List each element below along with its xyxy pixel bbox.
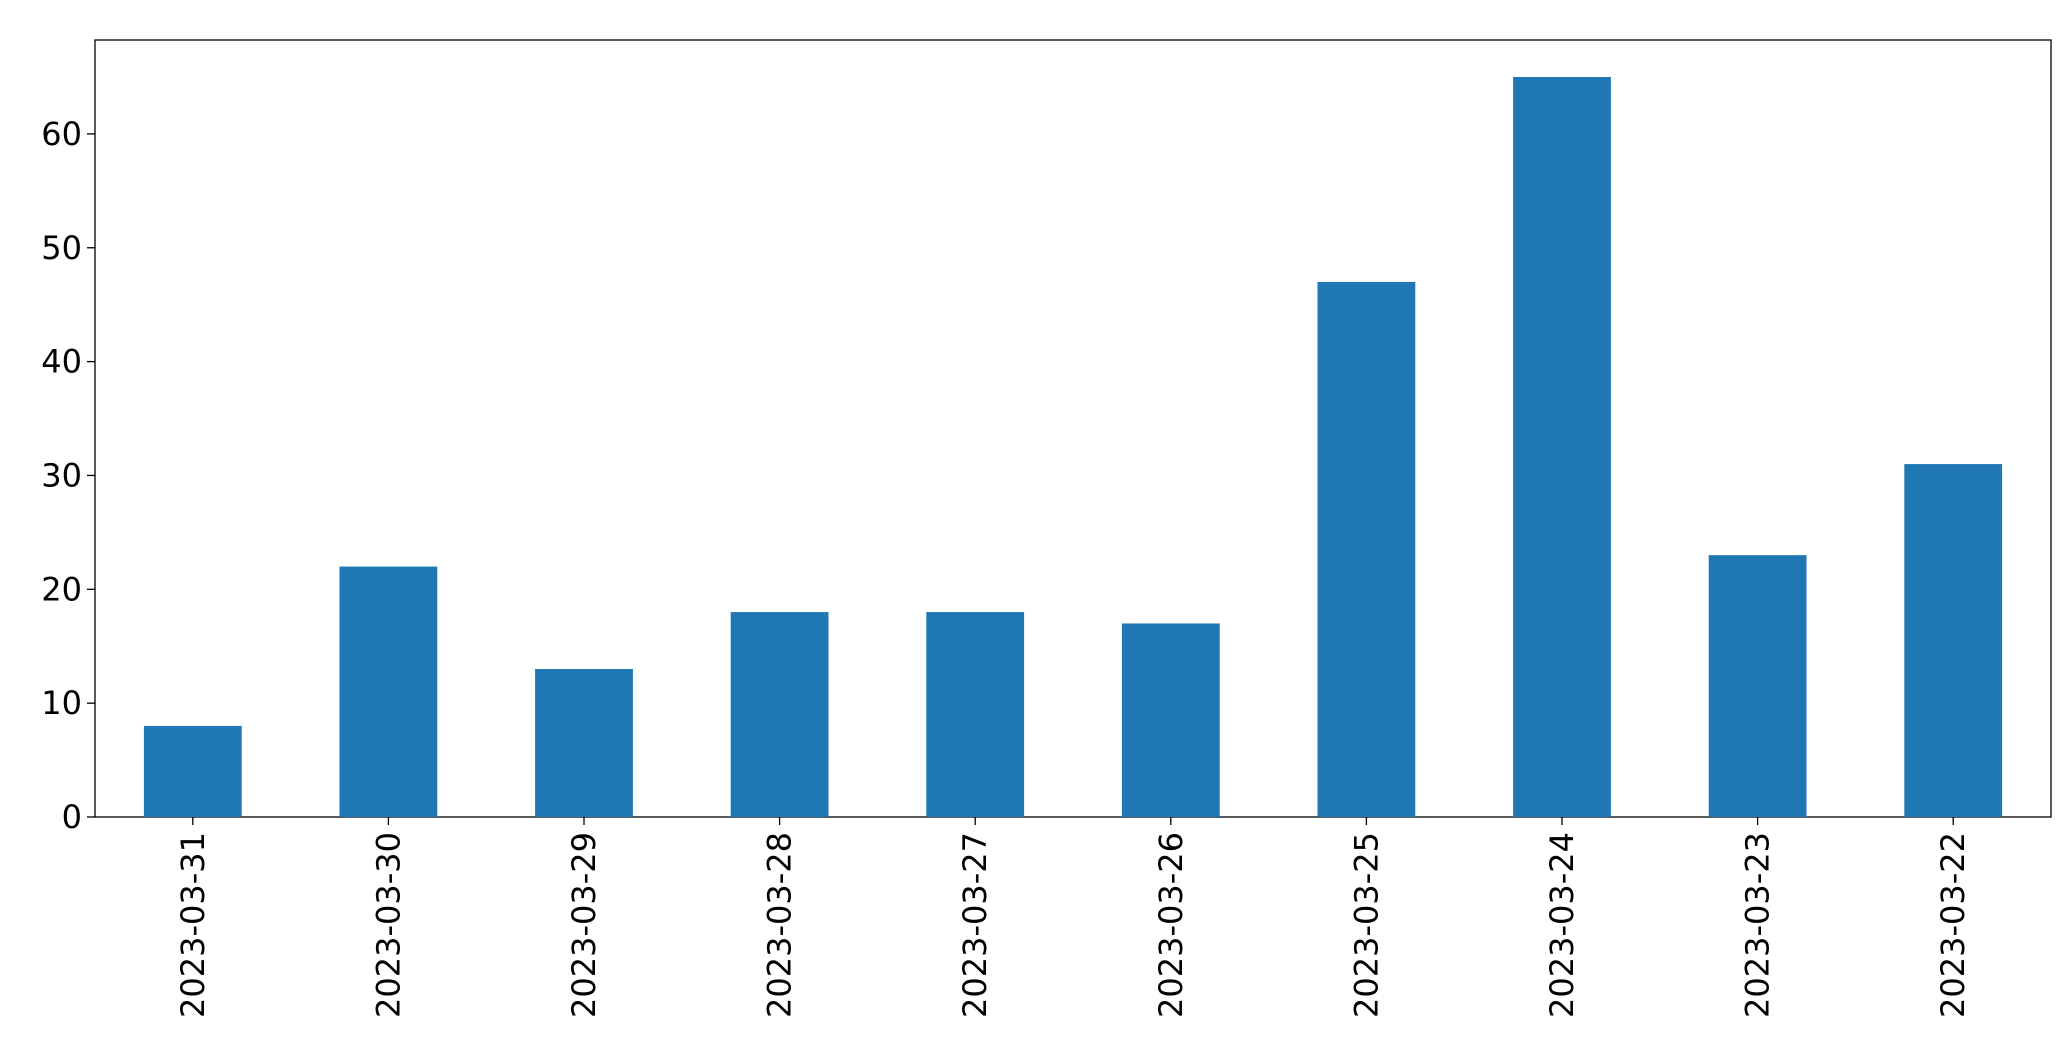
bar: [535, 669, 633, 817]
x-tick-label: 2023-03-22: [1934, 832, 1972, 1018]
x-tick-label: 2023-03-25: [1347, 832, 1385, 1018]
x-tick-label: 2023-03-23: [1739, 832, 1777, 1018]
y-tick-label: 40: [41, 343, 82, 381]
x-tick-label: 2023-03-24: [1543, 832, 1581, 1018]
bar: [143, 725, 242, 817]
bar: [1904, 464, 2003, 817]
bar: [1513, 77, 1611, 817]
y-tick-label: 60: [41, 115, 82, 153]
x-tick-label: 2023-03-29: [565, 832, 603, 1018]
y-tick-label: 10: [41, 684, 82, 722]
y-tick-label: 30: [41, 456, 82, 494]
x-tick-label: 2023-03-31: [174, 832, 212, 1018]
x-tick-label: 2023-03-28: [761, 832, 799, 1018]
bar: [339, 566, 438, 817]
bar: [1708, 555, 1807, 817]
plot-frame: [94, 39, 2052, 818]
x-tick-label: 2023-03-30: [369, 832, 407, 1018]
bar: [730, 612, 829, 817]
bar: [1121, 623, 1220, 817]
y-tick-label: 0: [62, 798, 82, 836]
y-tick-label: 20: [41, 570, 82, 608]
x-tick-label: 2023-03-26: [1152, 832, 1190, 1018]
y-tick-label: 50: [41, 229, 82, 267]
x-tick-label: 2023-03-27: [956, 832, 994, 1018]
bar: [1317, 281, 1416, 817]
bar: [926, 612, 1025, 817]
